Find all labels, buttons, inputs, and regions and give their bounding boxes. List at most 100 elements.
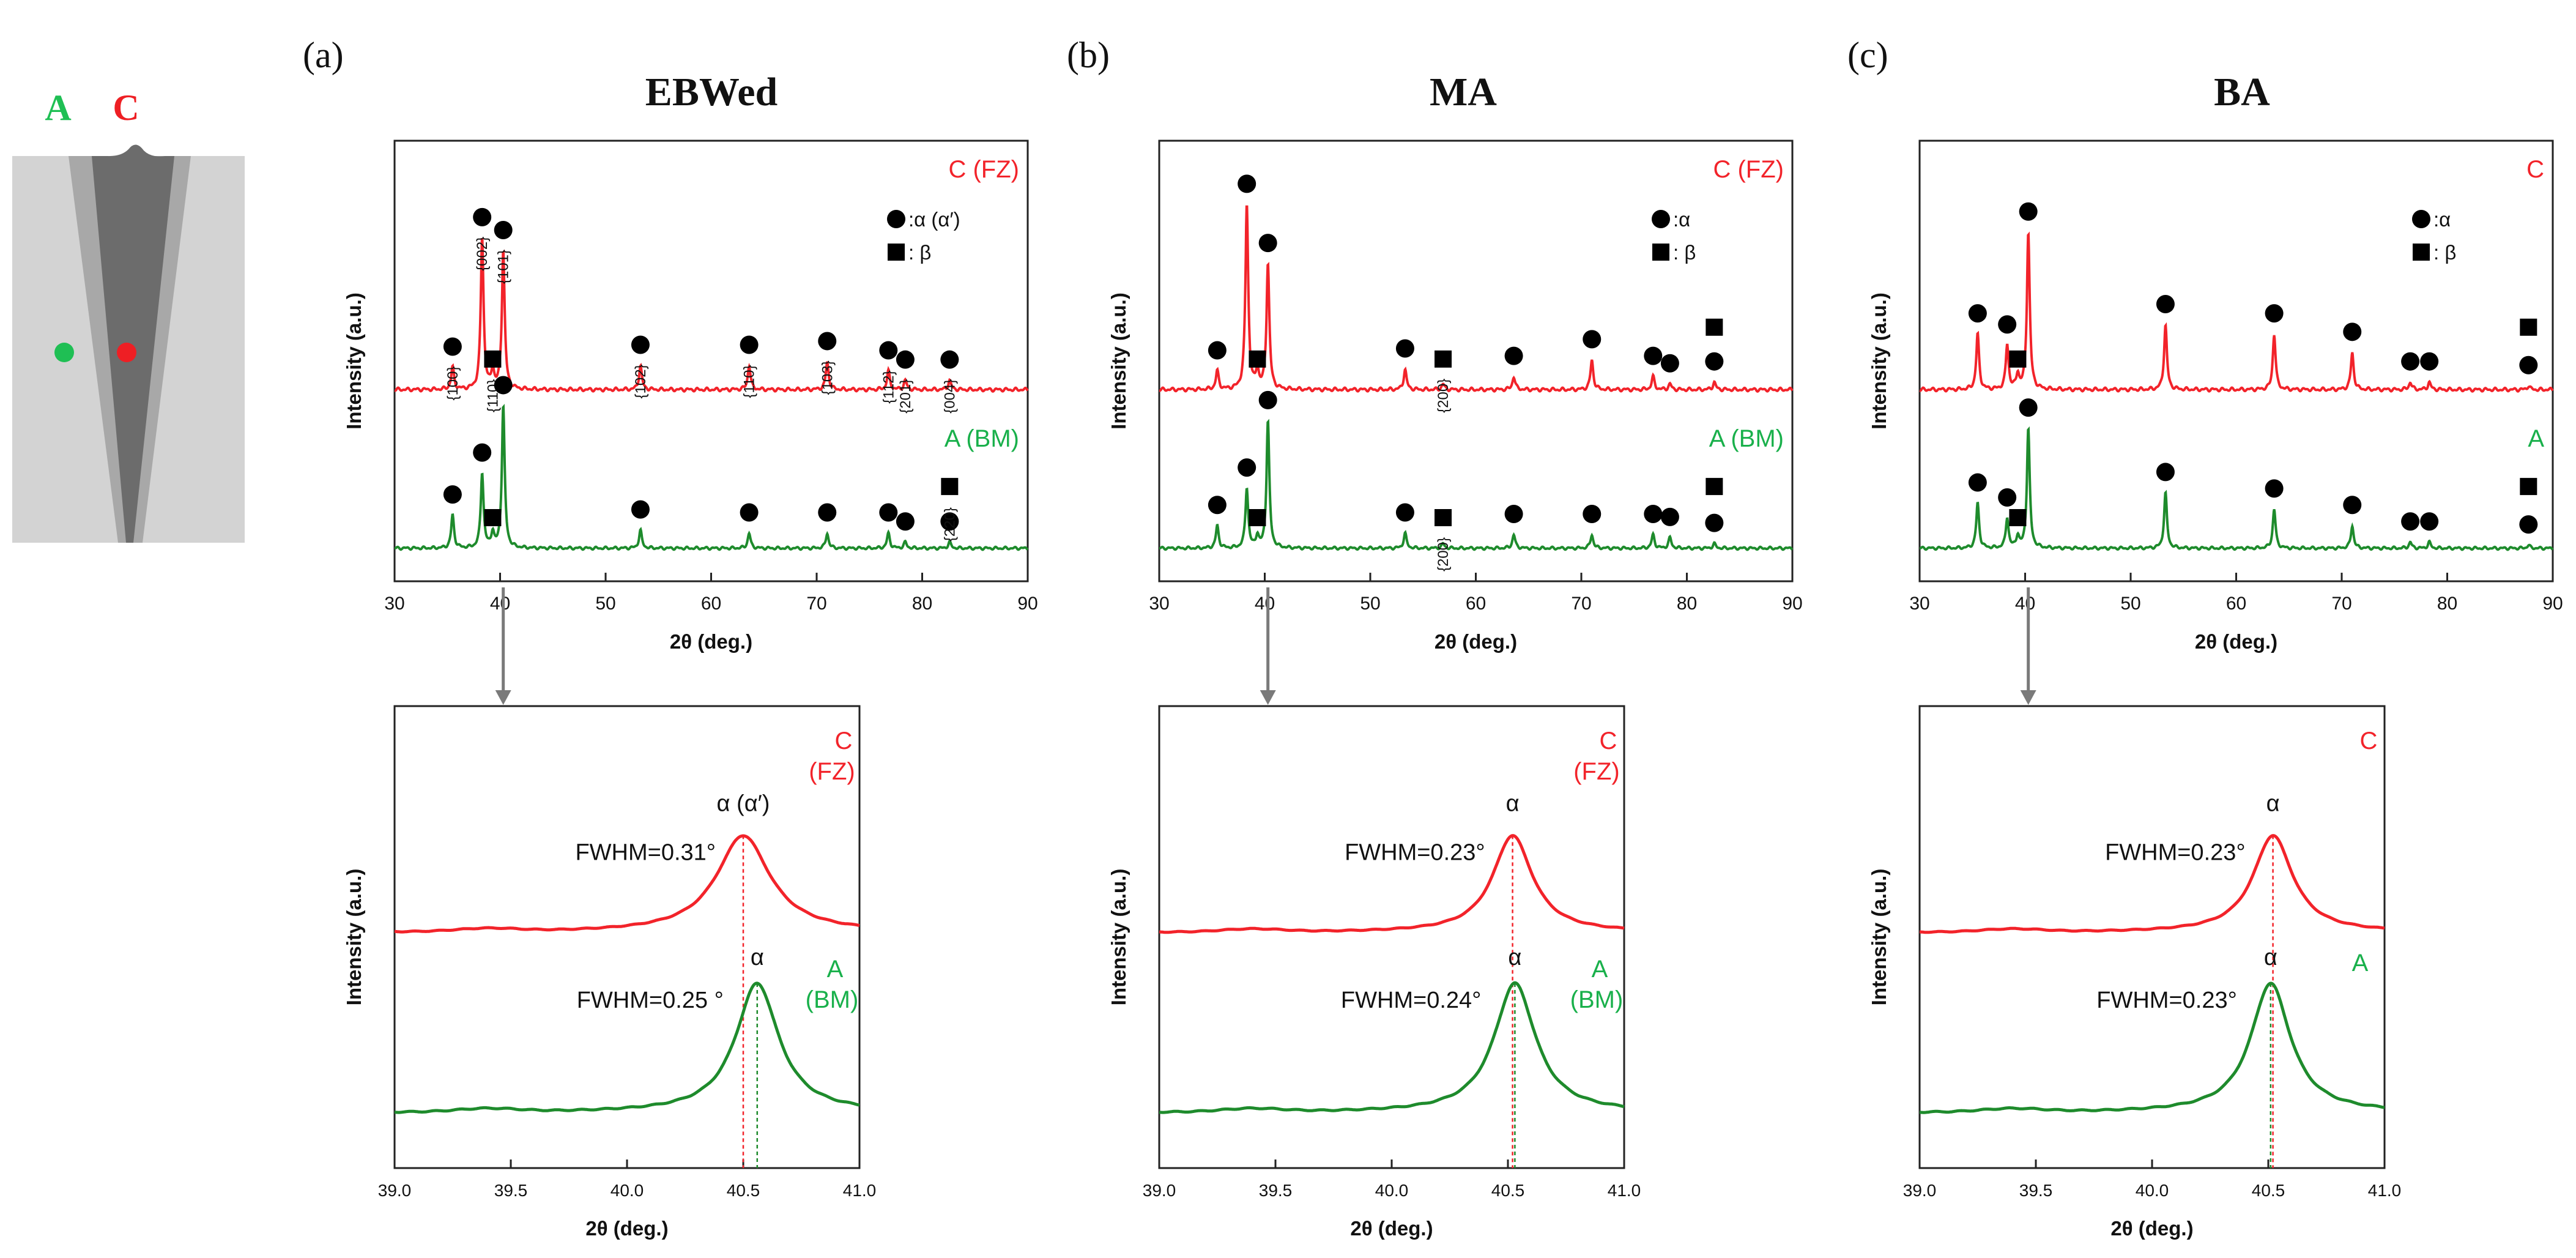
hkl-label: {004} — [941, 379, 958, 414]
y-axis-label: Intensity (a.u.) — [343, 869, 365, 1006]
x-tick-label: 41.0 — [1608, 1181, 1641, 1200]
xrd-zoom-chart: 39.0 39.5 40.0 40.5 41.0 2θ (deg.) Intensity (… — [343, 705, 877, 1240]
y-axis-label: Intensity (a.u.) — [1868, 292, 1890, 430]
x-tick-label: 90 — [1782, 594, 1802, 614]
bm-sample-label: A — [827, 956, 844, 983]
beta-marker — [1652, 244, 1669, 261]
plot-frame — [1918, 705, 2386, 1169]
x-tick-label: 39.5 — [494, 1181, 528, 1200]
x-tick-label: 60 — [2226, 594, 2246, 614]
x-tick-label: 60 — [1466, 594, 1486, 614]
zoom-connector-arrowhead — [495, 690, 511, 705]
fz-zoom-line — [394, 834, 860, 934]
alpha-marker — [1705, 513, 1724, 532]
x-tick-label: 40.5 — [2252, 1181, 2285, 1200]
x-tick-label: 39.0 — [1143, 1181, 1176, 1200]
label-point-c: C — [113, 87, 139, 128]
bm-zoom-line — [394, 981, 860, 1114]
zoom-connector-arrowhead — [2020, 690, 2036, 705]
x-tick-label: 70 — [1571, 594, 1591, 614]
panel-letter: (c) — [1847, 35, 1888, 75]
fz-sample-label: C — [835, 728, 853, 754]
alpha-marker — [1395, 339, 1414, 358]
alpha-marker — [740, 503, 759, 522]
alpha-marker — [1705, 352, 1724, 371]
alpha-marker — [1583, 330, 1602, 349]
alpha-marker — [879, 503, 898, 522]
fz-sample-label-2: (FZ) — [809, 758, 855, 785]
alpha-marker — [1395, 503, 1414, 522]
hkl-label: {220} — [941, 507, 958, 542]
x-axis-label: 2θ (deg.) — [2110, 1217, 2193, 1240]
x-tick-label: 39.0 — [1903, 1181, 1937, 1200]
bm-sample-label: A (BM) — [1709, 425, 1784, 452]
alpha-marker — [1660, 354, 1679, 373]
fz-fwhm-label: FWHM=0.23° — [2105, 839, 2246, 865]
x-tick-label: 30 — [1149, 594, 1169, 614]
bm-sample-label: A — [2528, 425, 2544, 452]
x-tick-label: 41.0 — [843, 1181, 877, 1200]
legend-alpha-label: :α — [2433, 208, 2451, 231]
x-tick-label: 80 — [912, 594, 932, 614]
alpha-marker — [2265, 304, 2284, 323]
alpha-marker — [443, 337, 462, 356]
fz-pattern-line — [1919, 231, 2554, 393]
bm-fwhm-label: FWHM=0.25 ° — [577, 988, 724, 1013]
beta-marker — [2009, 350, 2027, 368]
bm-peak-label: α — [751, 945, 764, 970]
alpha-marker — [2420, 352, 2439, 371]
label-point-a: A — [45, 87, 71, 128]
alpha-marker — [2156, 463, 2175, 482]
xrd-zoom-chart: 39.0 39.5 40.0 40.5 41.0 2θ (deg.) Intensity (… — [1107, 705, 1641, 1240]
x-tick-label: 39.5 — [1259, 1181, 1293, 1200]
alpha-marker — [631, 500, 650, 519]
beta-marker — [1435, 350, 1452, 368]
x-axis-label: 2θ (deg.) — [1350, 1217, 1433, 1240]
panel-title: BA — [2214, 70, 2270, 114]
xrd-main-chart: 30 40 50 60 70 80 90 2θ (deg.) Intensity (a.u.) C… — [1868, 140, 2563, 705]
hkl-label: {102} — [633, 364, 649, 398]
y-axis-label: Intensity (a.u.) — [343, 292, 365, 430]
panel-letter: (a) — [303, 35, 344, 75]
xrd-zoom-chart: 39.0 39.5 40.0 40.5 41.0 2θ (deg.) Intensity (… — [1868, 705, 2401, 1240]
x-tick-label: 70 — [806, 594, 826, 614]
bm-pattern-line — [395, 404, 1029, 551]
alpha-marker — [1644, 346, 1663, 365]
x-tick-label: 80 — [1677, 594, 1697, 614]
alpha-marker — [1238, 174, 1256, 193]
beta-marker — [1706, 318, 1723, 336]
bm-peak-label: α — [2264, 945, 2277, 970]
x-axis-label: 2θ (deg.) — [1435, 630, 1517, 653]
alpha-marker — [740, 335, 759, 354]
alpha-marker — [2519, 355, 2538, 374]
bm-sample-label: A (BM) — [945, 425, 1019, 452]
alpha-marker — [2019, 202, 2038, 221]
bm-fwhm-label: FWHM=0.24° — [1341, 988, 1482, 1013]
fz-sample-label: C — [1600, 728, 1617, 754]
alpha-marker — [1968, 304, 1987, 323]
beta-marker — [2520, 478, 2537, 496]
bm-peak-label: α — [1508, 945, 1521, 970]
hkl-label: {200} — [1435, 537, 1452, 571]
hkl-label: {110} — [741, 365, 758, 398]
x-tick-label: 30 — [384, 594, 404, 614]
hkl-label: {103} — [819, 360, 836, 395]
zoom-connector-arrowhead — [1260, 690, 1276, 705]
bm-sample-label: A — [1592, 956, 1608, 983]
x-tick-label: 40 — [1255, 594, 1275, 614]
alpha-marker — [2420, 512, 2439, 531]
alpha-marker — [473, 443, 492, 462]
fz-sample-label: C — [2360, 728, 2378, 754]
fz-peak-label: α — [2266, 791, 2280, 816]
fz-sample-label: C — [2526, 156, 2544, 183]
point-a-dot — [54, 343, 74, 362]
panel-title: MA — [1430, 70, 1497, 114]
alpha-marker — [1644, 504, 1663, 523]
alpha-marker — [1258, 390, 1277, 409]
legend-beta-label: : β — [1673, 241, 1696, 264]
beta-marker — [2009, 509, 2027, 526]
alpha-marker — [1504, 346, 1523, 365]
hkl-label: {200} — [1435, 379, 1452, 413]
x-axis-label: 2θ (deg.) — [670, 630, 752, 653]
